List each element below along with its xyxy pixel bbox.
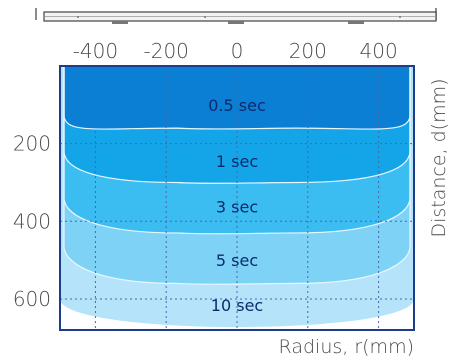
y-tick-label: 400 [13,209,51,233]
plot-area: 0.5 sec 1 sec 3 sec 5 sec 10 sec [59,65,415,331]
contour-line-3 [63,65,411,235]
x-tick-label: 400 [360,39,398,63]
zone-label-3: 3 sec [216,198,258,217]
contour-line-2 [63,65,411,184]
x-axis-label: Radius, r(mm) [279,336,414,358]
x-tick-label: -400 [73,39,118,63]
x-tick-label: 200 [289,39,327,63]
y-axis-label: Distance, d(mm) [428,78,449,237]
contour-line-4 [63,65,411,285]
zone-label-4: 5 sec [216,251,258,270]
zone-label-1: 0.5 sec [208,96,266,115]
x-tick-label: 0 [231,39,244,63]
contour-line-1 [63,65,411,130]
y-tick-label: 600 [13,287,51,311]
plot-frame [59,65,415,331]
x-tick-labels: -400 -200 0 200 400 [73,39,398,63]
ceiling-fixture-icon [35,8,437,24]
zone-label-2: 1 sec [216,152,258,171]
y-tick-labels: 200 400 600 [13,132,51,311]
y-tick-label: 200 [13,132,51,156]
zone-label-5: 10 sec [211,296,263,315]
x-tick-label: -200 [144,39,189,63]
